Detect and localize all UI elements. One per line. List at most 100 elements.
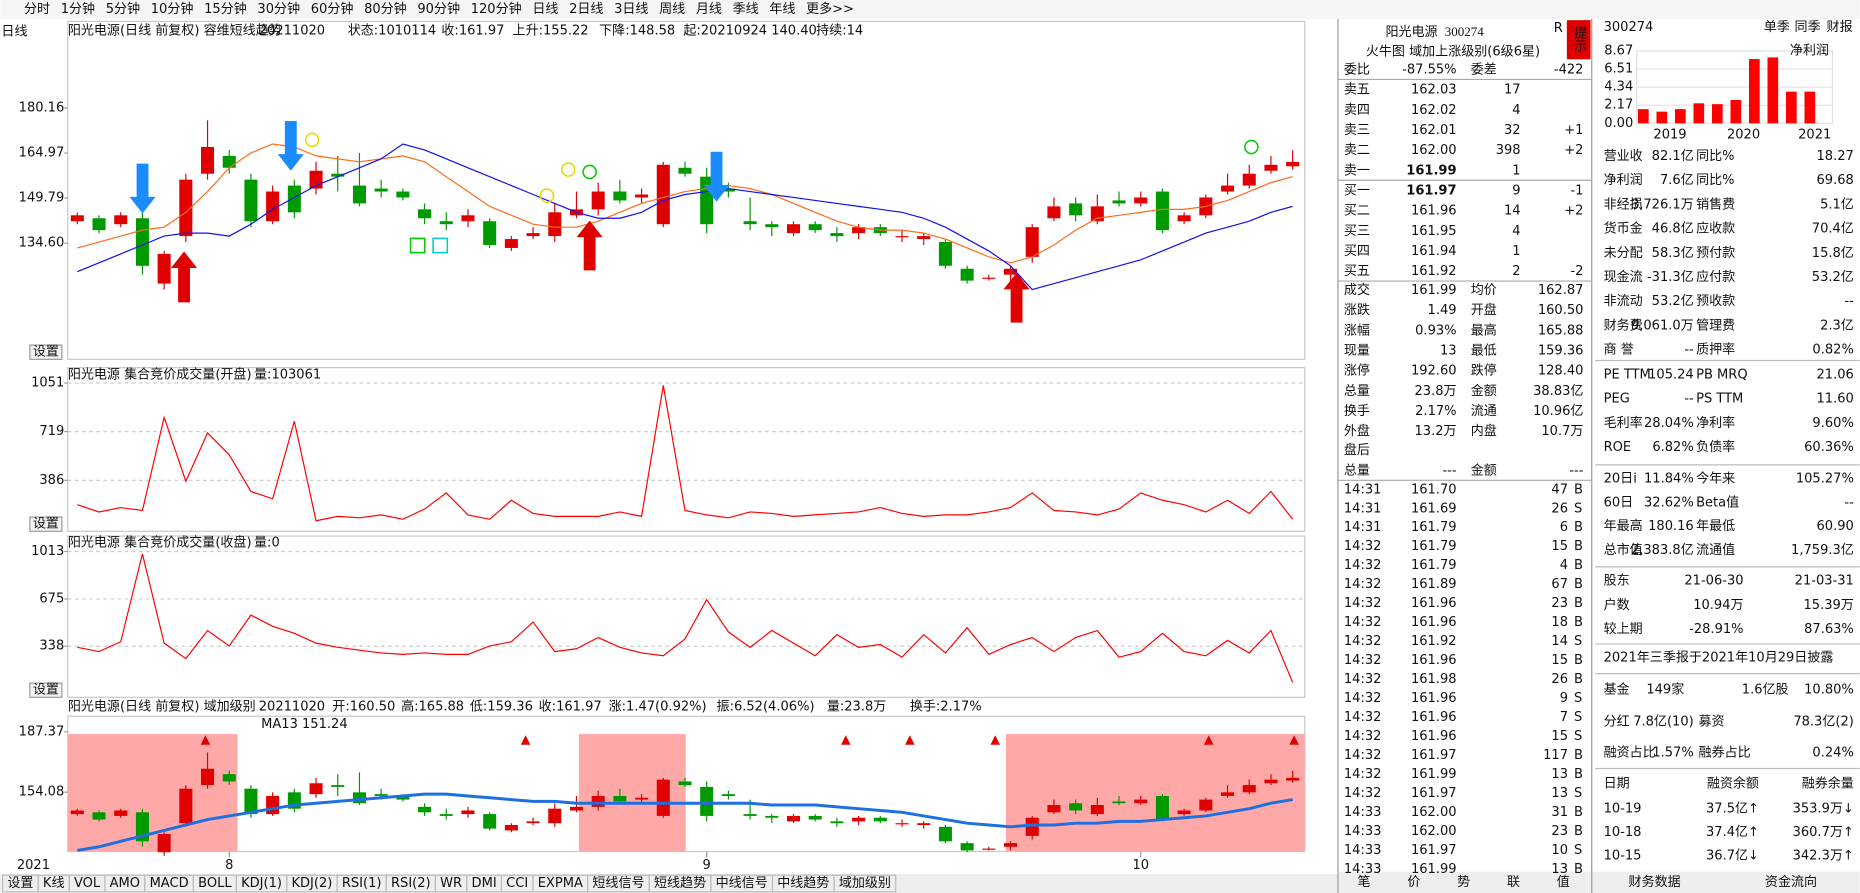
period-tab[interactable]: 90分钟 xyxy=(417,1,460,17)
quote-tab[interactable]: 笔 xyxy=(1358,874,1371,890)
candle-body xyxy=(786,815,801,822)
fin-label: 商 誉 xyxy=(1604,343,1634,358)
fin-value: 0.24% xyxy=(1812,746,1853,761)
finance-tab[interactable]: 同季 xyxy=(1795,20,1821,35)
signal-triangle xyxy=(841,735,851,745)
settings-button[interactable] xyxy=(29,682,63,698)
y-tick-label: 180.16 xyxy=(19,100,65,115)
candle-body xyxy=(374,188,388,192)
period-tab[interactable]: 更多>> xyxy=(806,1,854,17)
quote-tab[interactable]: 势 xyxy=(1457,874,1470,890)
candle-body xyxy=(201,768,215,786)
tick-volume: 18 xyxy=(1551,615,1568,630)
candle-body xyxy=(1286,161,1300,167)
indicator-tab[interactable]: 中线信号 xyxy=(716,876,768,891)
period-tab[interactable]: 季线 xyxy=(733,2,759,17)
row-label: 涨跌 xyxy=(1344,302,1370,318)
period-tab[interactable]: 2日线 xyxy=(569,2,603,17)
period-tab[interactable]: 15分钟 xyxy=(204,1,247,17)
indicator-tab[interactable]: 中线趋势 xyxy=(777,875,829,891)
indicator-tab[interactable]: 短线信号 xyxy=(592,876,644,891)
period-tab[interactable]: 30分钟 xyxy=(257,1,300,17)
fin-value: 180.16 xyxy=(1648,519,1694,534)
candle-body xyxy=(1047,805,1061,813)
settings-button[interactable] xyxy=(29,344,63,360)
tick-volume: 13 xyxy=(1551,767,1568,782)
indicator-tab[interactable]: VOL xyxy=(74,876,101,891)
settings-button[interactable] xyxy=(29,516,63,532)
tick-price: 161.70 xyxy=(1411,482,1457,497)
period-tab[interactable]: 60分钟 xyxy=(311,1,354,17)
chart-info: 量:23.8万 xyxy=(827,699,886,714)
indicator-tab[interactable]: KDJ(2) xyxy=(291,876,332,891)
period-tab[interactable]: 10分钟 xyxy=(151,1,194,17)
fin-value: 82.1亿 xyxy=(1652,149,1694,164)
period-tab[interactable]: 5分钟 xyxy=(106,1,140,17)
indicator-tab[interactable]: AMO xyxy=(110,876,140,891)
tick-price: 161.96 xyxy=(1411,653,1457,668)
period-tab[interactable]: 80分钟 xyxy=(364,1,407,17)
indicator-tab[interactable]: 设置 xyxy=(7,876,33,891)
quote-tab[interactable]: 价 xyxy=(1407,875,1420,890)
bar xyxy=(1748,59,1760,124)
candle-body xyxy=(201,146,215,174)
fin-label: 年最高 xyxy=(1604,518,1643,534)
candle-body xyxy=(1221,185,1235,192)
row-value: 10.96亿 xyxy=(1533,404,1583,419)
finance-bottom-tab[interactable]: 资金流向 xyxy=(1765,874,1817,890)
period-tab[interactable]: 日线 xyxy=(532,2,558,17)
indicator-tab[interactable]: DMI xyxy=(472,876,497,891)
finance-tab[interactable]: 单季 xyxy=(1764,20,1790,35)
candle-body xyxy=(700,786,714,816)
notice: 2021年三季报于2021年10月29日披露 xyxy=(1604,651,1834,666)
indicator-tab[interactable]: CCI xyxy=(506,876,528,891)
indicator-tab[interactable]: RSI(1) xyxy=(342,876,382,891)
fin-value: 11.60 xyxy=(1817,392,1854,407)
fin-label: 总市值 xyxy=(1604,542,1643,558)
indicator-tab[interactable]: KDJ(1) xyxy=(241,876,282,891)
period-tab[interactable]: 1分钟 xyxy=(61,1,95,17)
signal-triangle xyxy=(905,735,915,745)
quote-tab[interactable]: 值 xyxy=(1557,874,1570,890)
indicator-tab[interactable]: MACD xyxy=(150,876,189,891)
toolbar-bg xyxy=(0,0,1860,19)
indicator-tab[interactable]: 短线趋势 xyxy=(654,875,706,891)
indicator-tab[interactable]: BOLL xyxy=(198,876,232,891)
indicator-tab[interactable]: EXPMA xyxy=(538,876,583,891)
indicator-tab[interactable]: K线 xyxy=(43,876,65,891)
candle-body xyxy=(613,191,627,201)
period-tab[interactable]: 周线 xyxy=(659,2,685,17)
candle-body xyxy=(721,794,735,796)
row-label: 最高 xyxy=(1471,322,1497,338)
row-label: 现量 xyxy=(1344,344,1370,359)
period-tab[interactable]: 月线 xyxy=(696,2,722,17)
period-tab[interactable]: 分时 xyxy=(24,2,50,17)
table-cell: 10-18 xyxy=(1604,825,1642,840)
row-label: 开盘 xyxy=(1471,302,1497,318)
period-tab[interactable]: 120分钟 xyxy=(471,1,522,17)
tick-side: S xyxy=(1574,786,1582,801)
tip-tab[interactable] xyxy=(1566,20,1591,60)
row-label: 盘后 xyxy=(1344,442,1370,458)
candle-body xyxy=(461,215,475,222)
indicator-tab[interactable]: RSI(2) xyxy=(391,876,431,891)
finance-bottom-tab[interactable]: 财务数据 xyxy=(1629,874,1681,890)
candle-body xyxy=(287,185,301,213)
finance-tab[interactable]: 财报 xyxy=(1827,20,1853,35)
quote-tab[interactable]: 联 xyxy=(1507,875,1520,890)
chart-info: 量:103061 xyxy=(254,367,321,382)
fin-value: 6.82% xyxy=(1652,440,1693,455)
candle-body xyxy=(331,173,345,177)
tab-bar-bg xyxy=(0,874,1338,893)
period-tab[interactable]: 3日线 xyxy=(614,2,648,17)
candle-body xyxy=(244,179,258,222)
bar xyxy=(1693,103,1705,124)
period-tab[interactable]: 年线 xyxy=(769,2,795,17)
book-label: 卖四 xyxy=(1344,103,1370,118)
candle-body xyxy=(852,817,866,822)
candle-body xyxy=(1069,803,1083,811)
indicator-tab[interactable]: 域加级别 xyxy=(839,876,891,891)
indicator-tab[interactable]: WR xyxy=(440,876,462,891)
candle-body xyxy=(938,826,952,842)
candle-body xyxy=(439,814,453,816)
